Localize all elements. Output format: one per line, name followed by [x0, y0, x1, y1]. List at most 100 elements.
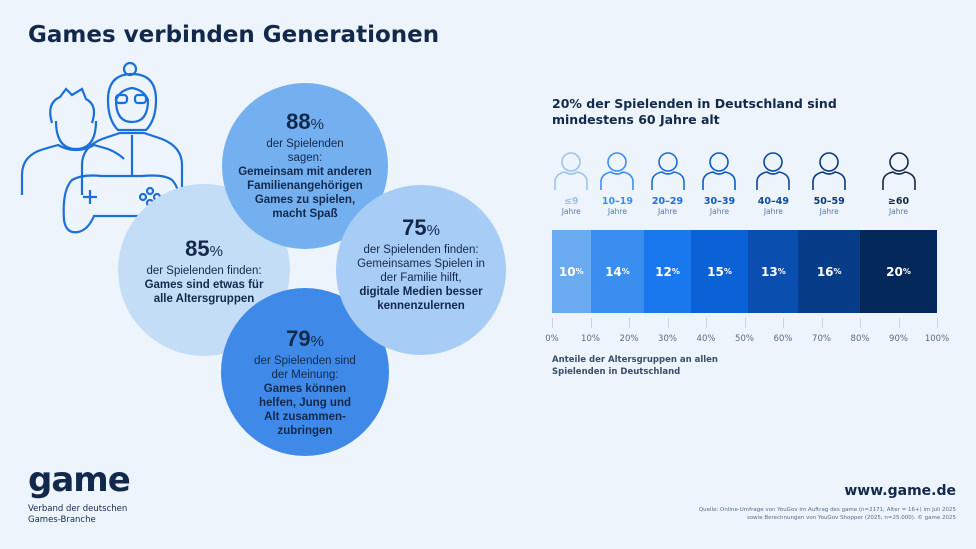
x-tick-label: 70%: [812, 334, 831, 344]
stat-percent: 75%: [402, 215, 440, 240]
logo-subtitle-line: Verband der deutschen: [28, 504, 128, 514]
person-icon: [881, 152, 916, 190]
x-tick: [552, 318, 553, 328]
age-group-unit: Jahre: [561, 207, 581, 216]
bar-segment: 10%: [552, 230, 591, 313]
stat-text: der Spielenden sind der Meinung:: [254, 355, 356, 381]
x-tick: [590, 318, 592, 328]
data-label-unit: %: [902, 267, 911, 276]
age-group-row: ≤9 Jahre 10–19 Jahre 20–29 Jahre 30–39 Jahre 40–…: [552, 148, 937, 223]
source-line: sowie Berechnungen von YouGov Shopper (2…: [746, 515, 956, 521]
age-group-unit: Jahre: [709, 207, 730, 216]
age-group-label: 50–59: [813, 196, 845, 207]
x-tick-label: 10%: [581, 334, 600, 344]
stat-text-bold: digitale Medien besser kennenzulernen: [359, 286, 483, 312]
stat-text: der Spielenden sagen:: [266, 138, 344, 164]
data-label-unit: %: [671, 267, 680, 276]
age-group: ≥60 Jahre: [877, 148, 921, 216]
logo-subtitle: Verband der deutschen Games-Branche: [28, 504, 127, 526]
x-tick: [821, 318, 823, 328]
age-group: 30–39 Jahre: [697, 148, 741, 216]
data-label-unit: %: [833, 267, 842, 276]
person-icon: [650, 152, 685, 190]
data-label: 12: [655, 264, 672, 279]
person-icon: [554, 152, 589, 190]
x-tick-label: 90%: [889, 334, 908, 344]
age-group-unit: Jahre: [819, 207, 839, 216]
x-tick-label: 100%: [924, 334, 950, 344]
x-tick: [783, 318, 784, 328]
website-link[interactable]: www.game.de: [844, 483, 956, 499]
age-group: 20–29 Jahre: [646, 148, 690, 216]
page-title: Games verbinden Generationen: [28, 22, 440, 48]
chart-title: 20% der Spielenden in Deutschland sind m…: [552, 96, 837, 127]
age-group: 50–59 Jahre: [807, 148, 851, 216]
x-tick-label: 80%: [850, 334, 870, 344]
age-group-unit: Jahre: [888, 207, 909, 216]
age-group-label: ≤9: [563, 196, 579, 207]
age-group-unit: Jahre: [763, 207, 783, 216]
data-label: 16: [816, 264, 834, 279]
data-label-unit: %: [777, 267, 786, 276]
age-group-label: 10–19: [601, 196, 634, 207]
age-group-label: 40–49: [757, 196, 789, 207]
age-group: 40–49 Jahre: [751, 148, 795, 216]
game-logo: game: [28, 460, 131, 500]
x-tick: [629, 318, 630, 328]
data-label: 14: [605, 264, 622, 279]
person-icon: [812, 152, 846, 190]
person-icon: [600, 152, 635, 190]
bar-segment: 14%: [590, 230, 645, 313]
x-tick: [860, 318, 861, 328]
x-tick-label: 60%: [773, 334, 793, 344]
bar-segment: 16%: [798, 230, 860, 313]
x-tick-label: 40%: [696, 334, 716, 344]
data-label: 10: [558, 264, 576, 279]
boy-icon: [20, 87, 125, 195]
stat-text: der Spielenden finden:: [146, 265, 262, 277]
bar-segment: 13%: [748, 230, 799, 313]
x-tick-label: 0%: [545, 334, 559, 344]
stat-percent: 79%: [286, 326, 324, 351]
data-label: 15: [707, 264, 724, 279]
bar-segment: 12%: [644, 230, 691, 313]
age-group: 10–19 Jahre: [595, 148, 639, 216]
age-group-label: 20–29: [651, 196, 684, 207]
stat-text-bold: Games sind etwas für alle Altersgruppen: [144, 279, 264, 305]
data-label: 20: [886, 264, 903, 279]
stat-text-bold: Gemeinsam mit anderen Familienangehörige…: [238, 166, 372, 220]
x-tick: [744, 318, 746, 328]
stat-circle-75: 75% der Spielenden finden: Gemeinsames S…: [336, 185, 506, 355]
age-group-unit: Jahre: [657, 207, 678, 216]
data-label-unit: %: [723, 267, 732, 276]
age-group: ≤9 Jahre: [549, 148, 593, 216]
x-tick-label: 20%: [619, 334, 639, 344]
age-group-label: ≥60: [887, 196, 910, 207]
age-group-unit: Jahre: [607, 207, 627, 216]
x-axis-label: Anteile der Altersgruppen an allen Spiel…: [552, 355, 718, 377]
family-gaming-illustration: [20, 61, 184, 234]
stat-text-bold: Games können helfen, Jung und Alt zusamm…: [259, 383, 351, 437]
x-tick: [898, 318, 900, 328]
x-axis: 0% 10% 20% 30% 40% 50% 60% 70% 80% 90% 100%: [545, 318, 949, 348]
person-icon: [702, 152, 737, 190]
x-tick-label: 30%: [658, 334, 677, 344]
stacked-bar: 10% 14% 12% 15% 13% 16% 20%: [552, 230, 937, 313]
data-label-unit: %: [621, 267, 630, 276]
stat-percent: 88%: [286, 109, 324, 134]
bar-segment: 15%: [690, 230, 749, 313]
age-group-label: 30–39: [703, 196, 736, 207]
x-tick: [706, 318, 707, 328]
source-note: Quelle: Online-Umfrage von YouGov im Auf…: [626, 506, 956, 522]
stat-percent: 85%: [185, 236, 223, 261]
data-label: 13: [761, 264, 778, 279]
data-label-unit: %: [575, 267, 584, 276]
bar-segment: 20%: [860, 230, 937, 313]
person-icon: [756, 152, 791, 190]
x-tick: [667, 318, 669, 328]
x-tick: [937, 318, 938, 328]
stat-text: der Spielenden finden: Gemeinsames Spiel…: [357, 244, 485, 284]
x-tick-label: 50%: [735, 334, 754, 344]
source-line: Quelle: Online-Umfrage von YouGov im Auf…: [698, 507, 956, 513]
grandmother-icon: [80, 61, 184, 195]
